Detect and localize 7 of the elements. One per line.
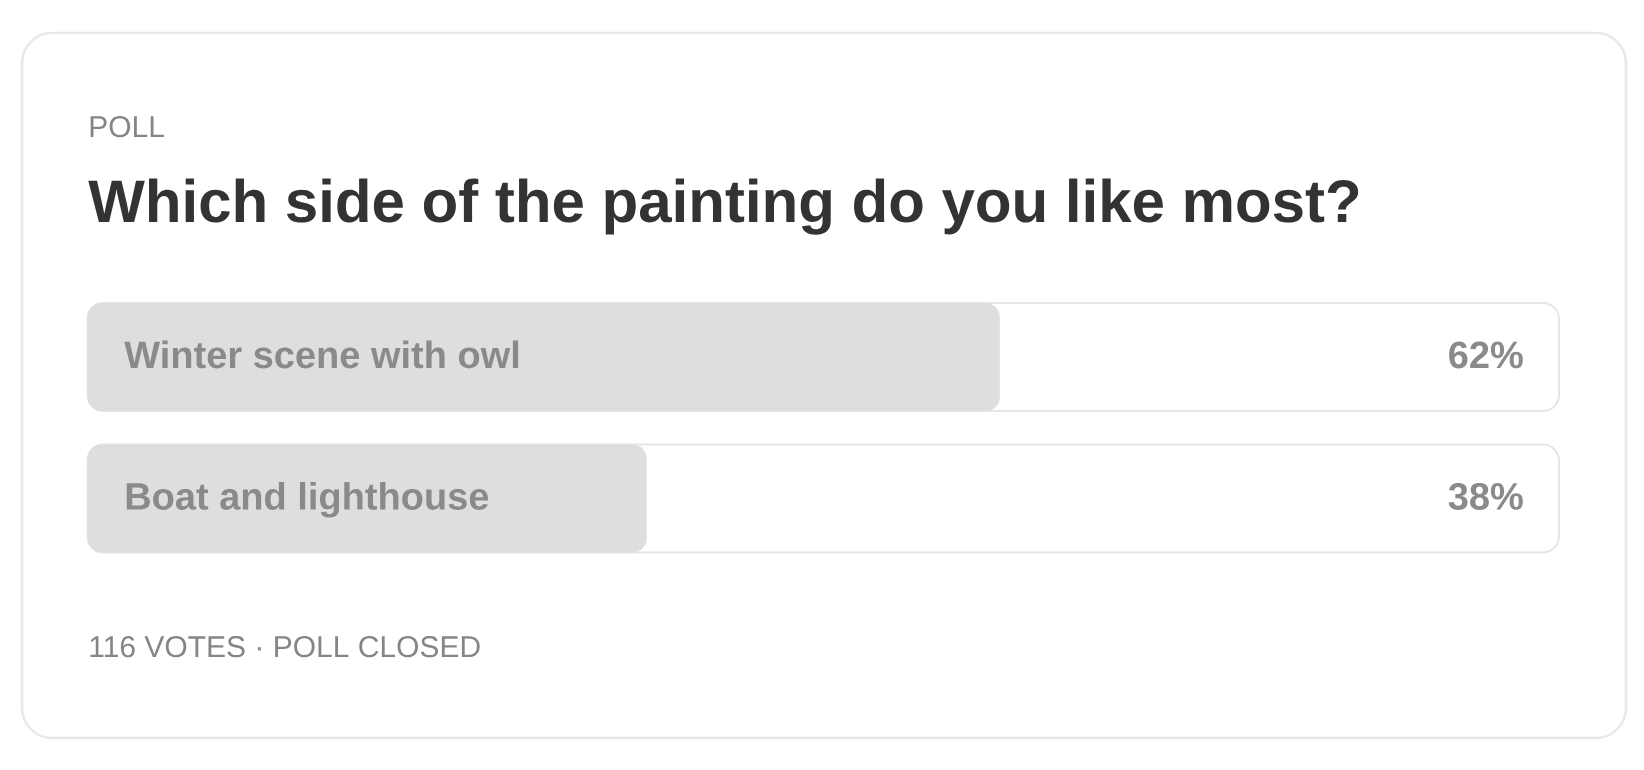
y-tick-label: Winter scene with owl [124, 340, 519, 369]
y-tick-label: Boat and lighthouse [126, 481, 489, 518]
chart-title: Which side of the painting do you like most? [88, 178, 1359, 235]
data-label: 38% [1448, 482, 1523, 510]
text: 116 VOTES · POLL CLOSED [90, 636, 480, 658]
chart-subtitle: POLL [90, 116, 164, 138]
data-label: 62% [1449, 341, 1523, 369]
